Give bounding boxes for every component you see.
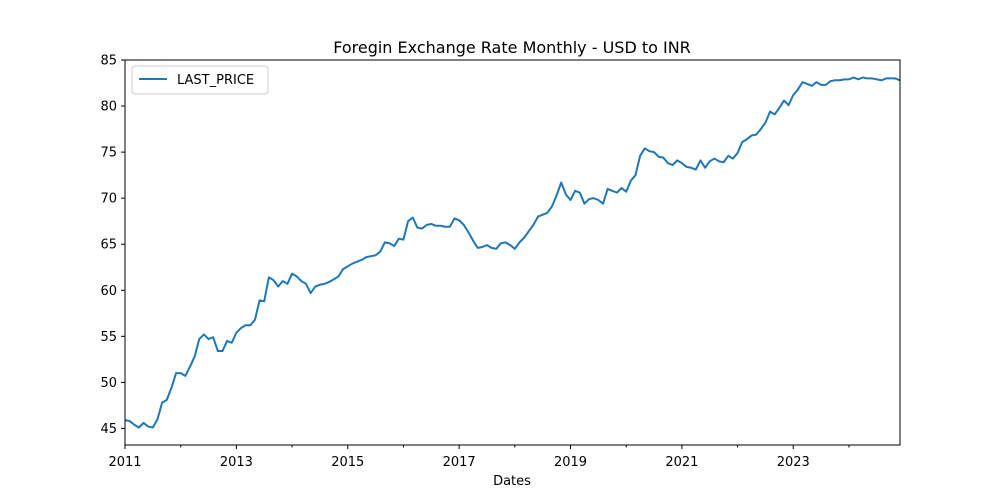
x-tick-label: 2019	[554, 455, 587, 470]
y-tick-label: 65	[100, 238, 117, 253]
x-tick-label: 2015	[331, 455, 364, 470]
y-tick-label: 75	[100, 146, 117, 161]
legend-box	[131, 65, 269, 95]
x-axis: 2011 2013 2015 2017 2019 2021 2023	[108, 445, 850, 470]
x-tick-label: 2023	[777, 455, 810, 470]
plot-frame	[124, 59, 901, 446]
legend: LAST_PRICE	[131, 65, 269, 95]
y-tick-label: 60	[100, 284, 117, 299]
y-tick-label: 55	[100, 330, 117, 345]
y-tick-label: 45	[100, 422, 117, 437]
chart-title: Foregin Exchange Rate Monthly - USD to I…	[333, 38, 691, 57]
x-tick-label: 2011	[108, 455, 141, 470]
x-axis-label: Dates	[493, 474, 531, 489]
x-tick-label: 2017	[443, 455, 476, 470]
x-tick-label: 2013	[220, 455, 253, 470]
x-tick-label: 2021	[665, 455, 698, 470]
y-tick-label: 80	[100, 100, 117, 115]
series-line-last-price	[124, 76, 901, 429]
y-tick-label: 70	[100, 192, 117, 207]
y-axis: 45 50 55 60 65 70 75 80 85	[100, 54, 125, 437]
y-tick-label: 85	[100, 54, 117, 69]
legend-entry-last-price: LAST_PRICE	[177, 73, 254, 88]
y-tick-label: 50	[100, 376, 117, 391]
plot-series	[124, 76, 901, 429]
